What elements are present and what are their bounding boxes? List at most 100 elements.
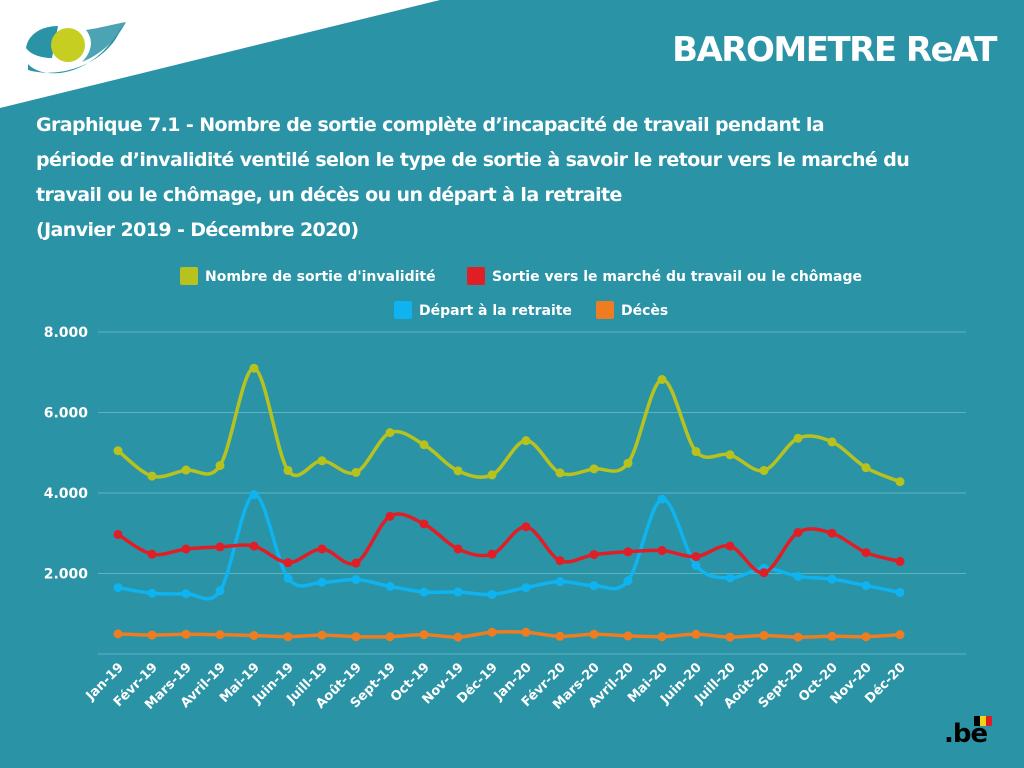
legend-swatch	[596, 301, 614, 319]
data-point	[623, 576, 633, 586]
data-point	[759, 465, 769, 475]
data-point	[555, 631, 565, 641]
legend-label: Nombre de sortie d'invalidité	[205, 269, 436, 285]
data-point	[521, 627, 531, 637]
data-point	[113, 629, 123, 639]
data-point	[147, 549, 157, 559]
legend-swatch	[180, 267, 198, 285]
data-point	[589, 629, 599, 639]
data-point	[147, 471, 157, 481]
data-point	[419, 630, 429, 640]
data-point	[555, 468, 565, 478]
y-tick-label: 2.000	[44, 567, 89, 583]
data-point	[385, 428, 395, 438]
data-point	[113, 529, 123, 539]
be-logo: .be	[944, 716, 992, 748]
data-point	[181, 589, 191, 599]
data-point	[895, 630, 905, 640]
data-point	[283, 573, 293, 583]
data-point	[589, 550, 599, 560]
series-group	[113, 627, 905, 642]
data-point	[691, 447, 701, 457]
data-point	[793, 527, 803, 537]
be-logo-text: .be	[944, 719, 987, 748]
data-point	[521, 436, 531, 446]
data-point	[861, 548, 871, 558]
data-point	[657, 374, 667, 384]
data-point	[147, 588, 157, 598]
data-point	[453, 587, 463, 597]
data-point	[487, 627, 497, 637]
series-group	[113, 511, 905, 578]
organisation-logo	[26, 22, 126, 74]
data-point	[385, 581, 395, 591]
data-point	[419, 519, 429, 529]
data-point	[895, 477, 905, 487]
legend-label: Sortie vers le marché du travail ou le c…	[492, 269, 862, 285]
data-point	[793, 571, 803, 581]
data-point	[317, 544, 327, 554]
data-point	[113, 583, 123, 593]
data-point	[351, 467, 361, 477]
data-point	[249, 490, 259, 500]
data-point	[827, 631, 837, 641]
data-point	[521, 522, 531, 532]
title-line-1: Graphique 7.1 - Nombre de sortie complèt…	[36, 114, 825, 136]
data-point	[555, 556, 565, 566]
data-point	[555, 577, 565, 587]
data-point	[827, 528, 837, 538]
data-point	[215, 542, 225, 552]
data-point	[351, 575, 361, 585]
data-point	[385, 511, 395, 521]
title-line-4: (Janvier 2019 - Décembre 2020)	[36, 219, 359, 241]
data-point	[657, 546, 667, 556]
series-group	[113, 363, 905, 487]
data-point	[351, 632, 361, 642]
title-line-2: période d’invalidité ventilé selon le ty…	[36, 149, 910, 171]
data-point	[249, 541, 259, 551]
data-point	[215, 586, 225, 596]
data-point	[453, 632, 463, 642]
data-point	[283, 558, 293, 568]
data-point	[453, 466, 463, 476]
data-point	[793, 433, 803, 443]
data-point	[725, 632, 735, 642]
data-point	[623, 547, 633, 557]
data-point	[691, 629, 701, 639]
data-point	[487, 589, 497, 599]
data-point	[215, 630, 225, 640]
data-point	[691, 560, 701, 570]
data-point	[623, 458, 633, 468]
data-point	[725, 541, 735, 551]
y-tick-label: 4.000	[44, 486, 89, 502]
data-point	[589, 464, 599, 474]
data-point	[895, 556, 905, 566]
data-point	[827, 574, 837, 584]
series-line	[116, 366, 901, 484]
data-point	[623, 631, 633, 641]
y-tick-label: 8.000	[44, 325, 89, 341]
data-point	[691, 552, 701, 562]
data-point	[657, 494, 667, 504]
data-point	[487, 549, 497, 559]
data-point	[759, 568, 769, 578]
line-chart: 2.0004.0006.0008.000Jan-19Févr-19Mars-19…	[44, 267, 966, 713]
series-line	[117, 629, 901, 639]
data-point	[861, 463, 871, 473]
data-point	[215, 461, 225, 471]
data-point	[249, 363, 259, 373]
data-point	[317, 577, 327, 587]
data-point	[317, 630, 327, 640]
brand-title: BAROMETRE ReAT	[672, 30, 997, 70]
data-point	[521, 583, 531, 593]
data-point	[283, 632, 293, 642]
data-point	[385, 632, 395, 642]
data-point	[895, 587, 905, 597]
y-tick-label: 6.000	[44, 406, 89, 422]
data-point	[351, 558, 361, 568]
data-point	[147, 630, 157, 640]
data-point	[589, 581, 599, 591]
legend-swatch	[394, 301, 412, 319]
legend-swatch	[467, 267, 485, 285]
data-point	[283, 465, 293, 475]
